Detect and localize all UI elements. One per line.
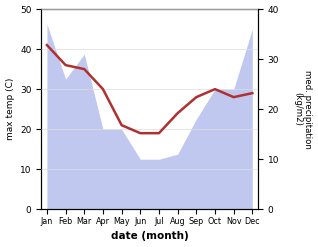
Y-axis label: med. precipitation
(kg/m2): med. precipitation (kg/m2): [293, 70, 313, 149]
Y-axis label: max temp (C): max temp (C): [5, 78, 15, 140]
X-axis label: date (month): date (month): [111, 231, 189, 242]
